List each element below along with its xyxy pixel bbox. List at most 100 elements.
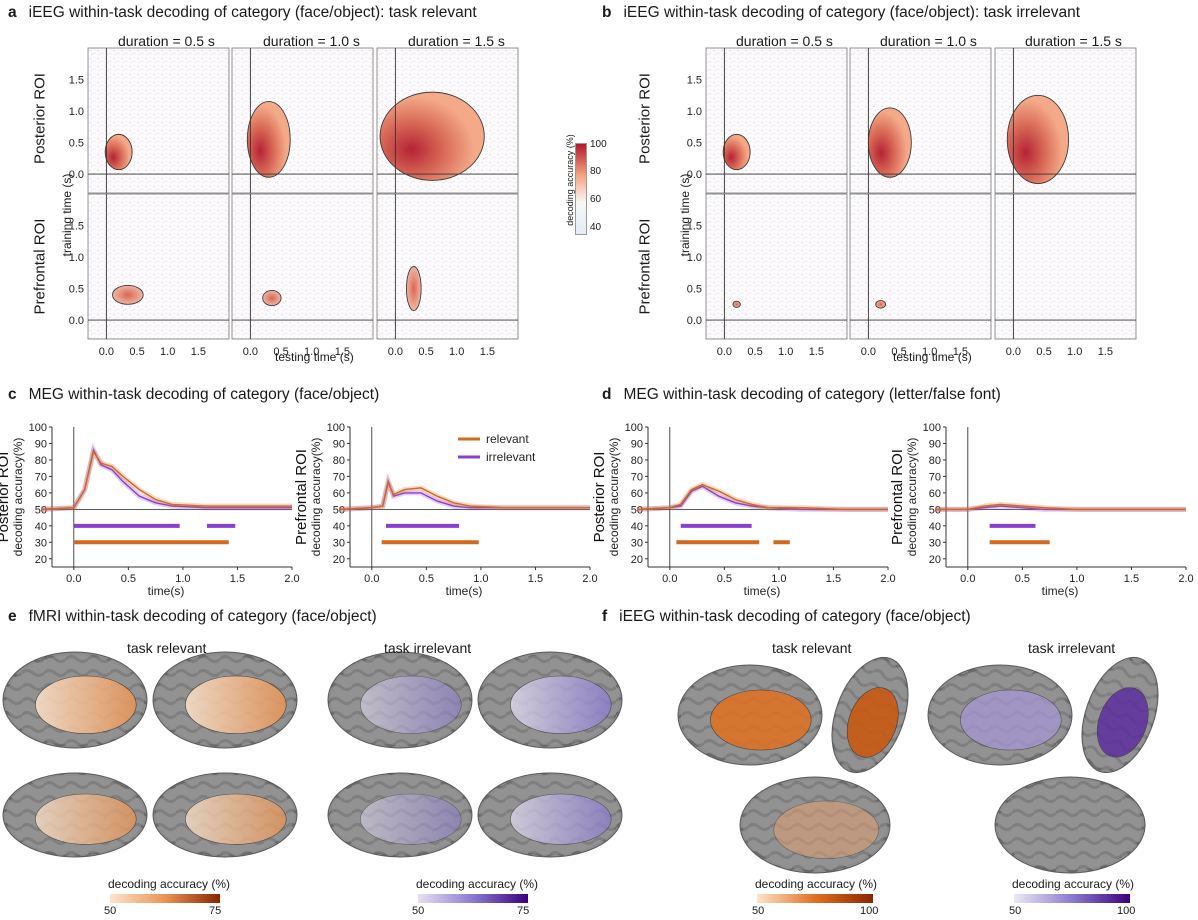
x-axis-label: time(s)	[744, 584, 781, 598]
fmri-colorbar-1-label: decoding accuracy (%)	[108, 877, 231, 891]
y-tick-label: 30	[35, 537, 47, 549]
panel-f-title: f iEEG within-task decoding of category (…	[602, 608, 971, 625]
y-tick-label: 50	[929, 504, 941, 516]
ieeg-brain-colorbar-1	[757, 894, 873, 903]
fmri-colorbar-1	[110, 894, 220, 903]
x-tick-label: 1.5	[953, 346, 968, 358]
decoding-overlay	[35, 793, 137, 845]
y-tick-label: 30	[333, 537, 345, 549]
x-tick-label: 1.5	[230, 573, 245, 585]
decoding-overlay	[773, 800, 880, 859]
ieeg-brain-condition-irrelevant: task irrelevant	[1028, 640, 1116, 656]
y-tick-label: 1.5	[687, 75, 702, 87]
x-tick-label: 2.0	[582, 573, 597, 585]
significant-cluster	[104, 133, 133, 171]
decoding-overlay	[510, 793, 612, 845]
y-tick-label: 0.5	[687, 138, 702, 150]
ieeg-colorbar	[575, 143, 587, 235]
x-tick-label: 0.5	[891, 346, 906, 358]
x-tick-label: 0.5	[129, 346, 144, 358]
meg-legend: relevant irrelevant	[458, 432, 536, 464]
significant-cluster	[405, 266, 422, 312]
meg-plot-0: 20 30 40 50 60 70 80 90 100 0.0 0.5 1.0 1.5 2.0 time(s…	[0, 422, 300, 598]
matrix-background	[994, 193, 1137, 340]
x-tick-label: 0.0	[717, 346, 732, 358]
legend-label: irrelevant	[486, 450, 536, 464]
ieeg-a-duration-1: duration = 0.5 s	[118, 33, 215, 49]
x-tick-label: 0.0	[662, 573, 677, 585]
roi-label: Posterior ROI	[0, 452, 12, 543]
ieeg-a-duration-2: duration = 1.0 s	[263, 33, 360, 49]
panel-e-title: e fMRI within-task decoding of category (…	[8, 608, 377, 625]
ieeg-colorbar-tick: 100	[590, 139, 607, 150]
fmri-relevant-lh-medial	[2, 772, 148, 858]
significant-cluster	[379, 91, 485, 181]
panel-a-title: a iEEG within-task decoding of category (…	[8, 4, 477, 21]
x-tick-label: 1.5	[1098, 346, 1113, 358]
y-tick-label: 30	[631, 537, 643, 549]
significant-cluster	[875, 300, 887, 309]
y-tick-label: 80	[35, 455, 47, 467]
significant-cluster	[722, 133, 751, 171]
fmri-relevant-rh-medial	[152, 772, 298, 858]
x-tick-label: 0.0	[960, 573, 975, 585]
ieeg-matrix-b-1-2: 0.0 0.5 1.0 1.5	[994, 193, 1137, 358]
ieeg-matrix-a-0-0: 0.0 0.5 1.0 1.5	[69, 47, 230, 194]
y-tick-label: 0.5	[69, 284, 84, 296]
ieeg-irrelevant-ventral	[1081, 656, 1159, 774]
y-tick-label: 100	[923, 422, 941, 434]
gyri-shading	[998, 779, 1142, 871]
decoding-overlay	[710, 689, 812, 751]
fmri-colorbar-1-min: 50	[104, 905, 117, 917]
y-tick-label: 1.5	[69, 75, 84, 87]
ieeg-brain-condition-relevant: task relevant	[772, 640, 852, 656]
y-tick-label: 50	[333, 504, 345, 516]
ieeg-matrix-figure: 0.00.51.01.50.00.51.01.50.0 0.5 1.0 1.5 0.0 0…	[69, 47, 1137, 358]
fmri-relevant-lh-lateral	[2, 651, 148, 749]
x-tick-label: 1.0	[160, 346, 175, 358]
decoding-overlay	[1096, 687, 1149, 758]
ieeg-matrix-a-1-2: 0.0 0.5 1.0 1.5	[376, 193, 519, 358]
trace-relevant	[41, 449, 292, 511]
matrix-background	[376, 193, 519, 340]
brain-figure	[2, 651, 1159, 874]
y-tick-label: 70	[333, 471, 345, 483]
y-tick-label: 60	[929, 488, 941, 500]
ieeg-matrix-a-0-2	[376, 47, 519, 194]
fmri-colorbar-2	[418, 894, 528, 903]
x-tick-label: 2.0	[880, 573, 895, 585]
x-tick-label: 0.5	[121, 573, 136, 585]
matrix-background	[231, 193, 374, 340]
ieeg-matrix-b-1-1: 0.0 0.5 1.0 1.5	[849, 193, 992, 358]
y-tick-label: 0.0	[687, 169, 702, 181]
panel-c-title: c MEG within-task decoding of category (f…	[8, 386, 380, 403]
x-tick-label: 1.5	[826, 573, 841, 585]
fmri-irrelevant-lh-lateral	[327, 651, 473, 749]
fmri-irrelevant-rh-medial	[477, 772, 623, 858]
decoding-overlay	[360, 793, 462, 845]
x-tick-label: 0.5	[273, 346, 288, 358]
ieeg-brain-colorbar-2-min: 50	[1009, 905, 1022, 917]
y-tick-label: 100	[29, 422, 47, 434]
y-tick-label: 100	[327, 422, 345, 434]
x-tick-label: 2.0	[1178, 573, 1193, 585]
x-tick-label: 1.5	[528, 573, 543, 585]
y-axis-label: decoding accuracy(%)	[309, 438, 323, 557]
ieeg-a-duration-3: duration = 1.5 s	[408, 33, 505, 49]
x-tick-label: 0.0	[364, 573, 379, 585]
y-tick-label: 40	[35, 521, 47, 533]
ieeg-matrix-b-0-1	[849, 47, 992, 194]
ieeg-brain-colorbar-2-max: 100	[1117, 905, 1136, 917]
x-tick-label: 0.0	[1006, 346, 1021, 358]
meg-line-charts: 20 30 40 50 60 70 80 90 100 0.0 0.5 1.0 1.5 2.0 time(s…	[0, 422, 1194, 598]
x-tick-label: 1.5	[480, 346, 495, 358]
y-tick-label: 70	[929, 471, 941, 483]
x-tick-label: 1.5	[191, 346, 206, 358]
ieeg-brain-colorbar-1-min: 50	[752, 905, 765, 917]
ieeg-brain-colorbar-1-label: decoding accuracy (%)	[755, 877, 878, 891]
x-tick-label: 1.0	[1067, 346, 1082, 358]
x-tick-label: 0.0	[66, 573, 81, 585]
x-tick-label: 1.0	[1069, 573, 1084, 585]
y-tick-label: 1.0	[687, 106, 702, 118]
ieeg-b-duration-2: duration = 1.0 s	[880, 33, 977, 49]
